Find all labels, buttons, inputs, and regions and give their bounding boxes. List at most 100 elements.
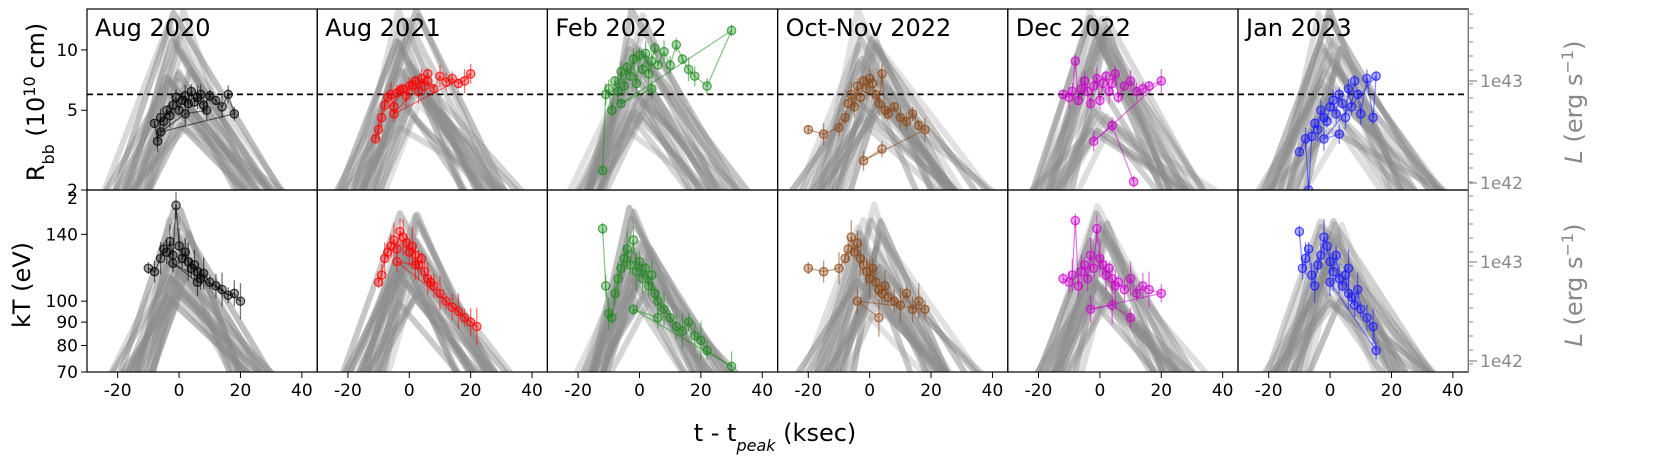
temperature-point — [1113, 277, 1124, 288]
temperature-connector — [687, 321, 696, 337]
model-curve — [1054, 127, 1191, 190]
radius-point — [1067, 86, 1078, 97]
y-tick-label-radius: 10 — [56, 41, 78, 61]
temperature-connector — [838, 258, 846, 269]
radius-point — [186, 86, 197, 97]
temperature-connector — [1329, 281, 1377, 351]
radius-point — [211, 95, 221, 106]
radius-point — [1104, 86, 1114, 97]
temperature-point — [1156, 288, 1167, 299]
radius-connector — [1148, 80, 1162, 87]
model-curve — [134, 26, 260, 190]
temperature-point — [818, 266, 829, 277]
temperature-point — [1082, 273, 1093, 284]
temperature-point — [174, 241, 184, 251]
temperature-connector — [172, 262, 198, 283]
radius-point — [459, 76, 470, 86]
temperature-point — [1337, 281, 1348, 291]
temperature-connector — [1360, 308, 1368, 319]
radius-point — [834, 122, 844, 133]
model-curve — [1269, 9, 1404, 190]
temperature-connector — [887, 296, 895, 302]
radius-point — [429, 83, 439, 94]
y-tick-label-temperature: 80 — [56, 336, 78, 356]
model-curve — [147, 296, 247, 372]
model-curve — [119, 290, 263, 372]
x-tick-label: 40 — [982, 381, 1004, 401]
temperature-connector — [396, 261, 478, 328]
radius-point — [201, 105, 212, 116]
model-curve — [1044, 210, 1181, 372]
x-tick-label: 0 — [1325, 381, 1336, 401]
radius-point — [871, 89, 881, 100]
x-tick-label: 40 — [521, 381, 543, 401]
temperature-point — [597, 223, 608, 234]
panel-title: Oct-Nov 2022 — [786, 14, 952, 42]
radius-connector — [681, 58, 690, 70]
temperature-point — [683, 317, 694, 327]
y-tick-label-temperature: 140 — [46, 225, 78, 245]
radius-connector — [160, 113, 186, 133]
radius-point — [867, 78, 878, 89]
radius-point — [1343, 83, 1354, 94]
model-curve — [1078, 260, 1210, 372]
x-tick-label: 0 — [404, 381, 415, 401]
radius-point — [422, 68, 433, 79]
radius-point — [818, 129, 829, 139]
model-curve — [366, 300, 462, 372]
model-curve — [1255, 85, 1392, 190]
model-curve — [1051, 228, 1189, 372]
temperature-point — [625, 260, 636, 270]
radius-point — [1322, 116, 1332, 127]
model-curve — [809, 113, 958, 190]
x-tick-label: -20 — [334, 381, 362, 401]
radius-point — [1303, 185, 1314, 190]
radius-point — [874, 98, 884, 109]
x-tick-label: 40 — [1212, 381, 1234, 401]
model-curve — [149, 258, 267, 372]
radius-point — [1337, 98, 1348, 109]
radius-point — [1156, 76, 1167, 86]
radius-point — [149, 118, 160, 129]
radius-point — [401, 91, 412, 101]
temperature-connector — [681, 321, 690, 332]
radius-point — [158, 116, 169, 127]
model-curve — [132, 286, 268, 372]
model-curve — [134, 33, 248, 190]
temperature-point — [874, 312, 884, 323]
model-curve — [340, 124, 510, 190]
model-curve — [134, 206, 243, 372]
temperature-point — [1303, 244, 1314, 254]
x-tick-label: 0 — [1094, 381, 1105, 401]
temperature-point — [1294, 226, 1305, 237]
radius-connector — [433, 75, 441, 90]
temperature-point — [1125, 273, 1136, 284]
radius-connector — [1130, 80, 1138, 92]
temperature-point — [1368, 321, 1378, 332]
radius-connector — [620, 29, 732, 105]
radius-point — [1352, 89, 1363, 100]
model-curve — [838, 245, 948, 372]
model-curve — [1306, 296, 1432, 372]
model-curve — [137, 216, 251, 372]
model-curve — [1305, 221, 1401, 372]
model-curve — [117, 208, 273, 372]
right-tick-label: 1e42 — [1480, 352, 1523, 372]
model-curve — [595, 12, 719, 190]
temperature-point — [1328, 266, 1338, 277]
radius-point — [1355, 108, 1366, 119]
temperature-point — [913, 296, 924, 306]
temperature-point — [637, 273, 648, 284]
radius-point — [726, 25, 737, 36]
radius-connector — [863, 148, 883, 162]
radius-point — [217, 102, 227, 112]
radius-point — [1079, 76, 1090, 86]
radius-point — [653, 60, 663, 70]
temperature-connector — [1129, 278, 1138, 294]
radius-point — [370, 134, 381, 144]
temperature-point — [171, 200, 181, 211]
temperature-point — [1325, 256, 1335, 267]
temperature-connector — [669, 317, 677, 327]
temperature-point — [1079, 260, 1090, 270]
radius-point — [165, 110, 175, 121]
